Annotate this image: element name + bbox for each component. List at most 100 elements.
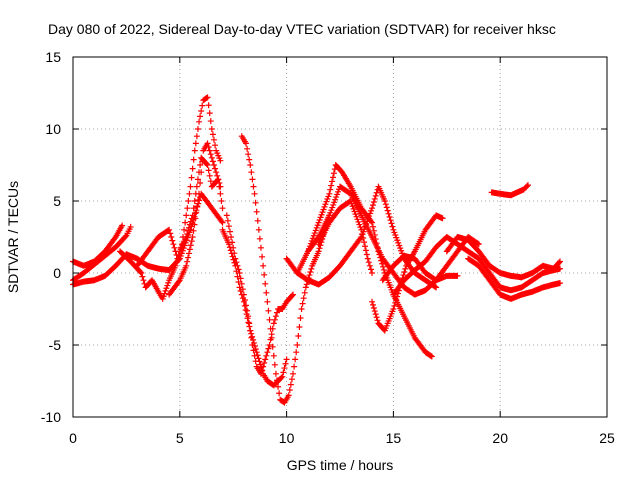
- data-point: [392, 299, 399, 306]
- data-point: [229, 253, 236, 260]
- data-point: [398, 247, 405, 254]
- x-axis-ticks: 0 5 10 15 20 25: [69, 57, 615, 446]
- data-point: [282, 360, 289, 367]
- data-point: [216, 180, 223, 186]
- data-point: [307, 268, 314, 275]
- data-point: [401, 268, 408, 275]
- data-point: [245, 151, 252, 158]
- data-point: [272, 313, 279, 320]
- data-point: [250, 339, 257, 346]
- data-point: [247, 162, 254, 168]
- data-point: [352, 211, 359, 218]
- data-point: [330, 201, 337, 208]
- data-point: [127, 223, 134, 230]
- data-point: [184, 205, 191, 212]
- data-point: [170, 241, 177, 248]
- data-point: [363, 251, 370, 258]
- data-point: [212, 165, 219, 172]
- data-point: [250, 183, 257, 190]
- data-point: [289, 292, 296, 299]
- data-point: [394, 237, 401, 244]
- data-point: [328, 207, 335, 214]
- data-point: [238, 291, 245, 298]
- data-point: [243, 311, 250, 318]
- data-point: [263, 289, 270, 296]
- data-point: [217, 183, 224, 190]
- data-point: [366, 213, 373, 220]
- data-point: [262, 280, 269, 287]
- data-point: [369, 205, 376, 212]
- data-point: [358, 226, 365, 233]
- series-arc13: [315, 198, 376, 276]
- data-point: [235, 279, 242, 285]
- data-point: [392, 232, 399, 239]
- data-point: [360, 235, 367, 242]
- data-point: [205, 102, 212, 109]
- data-point: [270, 352, 277, 359]
- data-point: [394, 293, 401, 300]
- data-point: [372, 311, 379, 318]
- data-point: [246, 156, 253, 163]
- data-point: [190, 205, 197, 212]
- data-point: [311, 230, 318, 237]
- data-point: [159, 295, 166, 302]
- data-point: [397, 245, 404, 252]
- data-point: [432, 283, 439, 290]
- data-point: [290, 291, 297, 298]
- data-point: [293, 349, 300, 356]
- data-point: [185, 254, 192, 261]
- data-point: [162, 287, 169, 294]
- data-point: [217, 157, 224, 164]
- data-point: [267, 325, 274, 332]
- x-tick-label: 15: [386, 430, 402, 446]
- y-axis-label: SDTVAR / TECUs: [5, 181, 21, 293]
- data-point: [140, 277, 147, 284]
- data-point: [369, 298, 376, 305]
- data-point: [355, 218, 362, 225]
- data-point: [368, 207, 375, 214]
- data-point: [367, 266, 374, 273]
- y-tick-label: 15: [45, 49, 61, 65]
- data-point: [348, 200, 355, 207]
- data-point: [139, 273, 146, 280]
- data-point: [214, 172, 221, 179]
- data-point: [206, 147, 213, 154]
- data-point: [198, 169, 205, 176]
- data-point: [166, 226, 173, 233]
- data-point: [354, 216, 361, 223]
- data-point: [270, 320, 277, 327]
- data-point: [228, 234, 235, 240]
- data-point: [523, 183, 530, 190]
- series-arc14: [369, 212, 446, 334]
- data-point: [193, 133, 200, 140]
- data-point: [230, 256, 237, 263]
- data-point: [215, 176, 222, 183]
- data-point: [192, 140, 199, 147]
- data-point: [191, 147, 198, 154]
- data-point: [175, 252, 182, 258]
- data-point: [236, 284, 243, 291]
- data-point: [260, 262, 267, 269]
- data-point: [273, 309, 280, 316]
- data-point: [557, 258, 564, 265]
- data-point: [246, 323, 253, 330]
- data-point: [203, 95, 210, 102]
- data-point: [329, 178, 336, 185]
- data-point: [185, 227, 192, 234]
- data-point: [361, 239, 368, 246]
- data-point: [328, 182, 335, 189]
- data-point: [373, 314, 380, 321]
- data-point: [193, 183, 200, 190]
- data-point: [256, 235, 263, 242]
- y-tick-label: 5: [53, 193, 61, 209]
- y-tick-label: -10: [41, 409, 61, 425]
- data-point: [195, 196, 202, 203]
- data-point: [186, 190, 193, 197]
- data-point: [185, 250, 192, 257]
- data-point: [204, 94, 211, 101]
- data-point: [325, 193, 332, 200]
- data-point: [269, 343, 276, 350]
- data-point: [250, 336, 257, 343]
- data-point: [226, 228, 233, 235]
